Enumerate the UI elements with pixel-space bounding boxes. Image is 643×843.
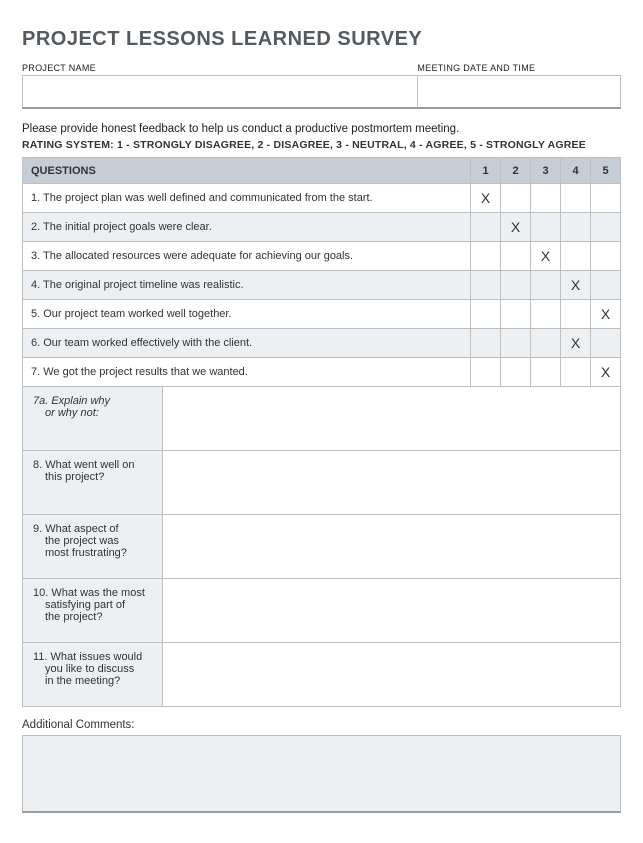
- question-text: 3. The allocated resources were adequate…: [23, 242, 471, 271]
- col-1: 1: [471, 158, 501, 184]
- rating-cell-1[interactable]: [471, 242, 501, 271]
- table-row: 3. The allocated resources were adequate…: [23, 242, 621, 271]
- rating-cell-4[interactable]: X: [561, 329, 591, 358]
- rating-mark: X: [601, 306, 610, 322]
- table-row: 6. Our team worked effectively with the …: [23, 329, 621, 358]
- open-question-input[interactable]: [169, 585, 614, 609]
- rating-cell-2[interactable]: [501, 242, 531, 271]
- col-4: 4: [561, 158, 591, 184]
- open-question-row: 8. What went well onthis project?: [23, 451, 621, 515]
- rating-cell-3[interactable]: X: [531, 242, 561, 271]
- additional-comments-box: [22, 735, 621, 813]
- rating-cell-1[interactable]: X: [471, 184, 501, 213]
- rating-system-text: RATING SYSTEM: 1 - STRONGLY DISAGREE, 2 …: [22, 139, 621, 151]
- rating-cell-3[interactable]: [531, 271, 561, 300]
- open-question-input[interactable]: [169, 457, 614, 481]
- question-text: 7. We got the project results that we wa…: [23, 358, 471, 387]
- rating-cell-4[interactable]: X: [561, 271, 591, 300]
- col-5: 5: [591, 158, 621, 184]
- col-3: 3: [531, 158, 561, 184]
- open-question-answer: [163, 515, 621, 579]
- open-question-row: 9. What aspect ofthe project wasmost fru…: [23, 515, 621, 579]
- rating-mark: X: [571, 277, 580, 293]
- meeting-datetime-input[interactable]: [417, 75, 621, 109]
- open-question-input[interactable]: [169, 393, 614, 417]
- col-2: 2: [501, 158, 531, 184]
- question-text: 4. The original project timeline was rea…: [23, 271, 471, 300]
- rating-cell-2[interactable]: [501, 184, 531, 213]
- open-questions-table: 7a. Explain whyor why not:8. What went w…: [22, 386, 621, 707]
- rating-cell-4[interactable]: [561, 184, 591, 213]
- open-question-input[interactable]: [169, 521, 614, 545]
- open-question-label: 11. What issues wouldyou like to discuss…: [23, 643, 163, 707]
- rating-cell-3[interactable]: [531, 329, 561, 358]
- rating-cell-1[interactable]: [471, 213, 501, 242]
- rating-cell-5[interactable]: X: [591, 358, 621, 387]
- meeting-datetime-label: MEETING DATE AND TIME: [417, 63, 621, 73]
- table-row: 1. The project plan was well defined and…: [23, 184, 621, 213]
- page-title: PROJECT LESSONS LEARNED SURVEY: [22, 28, 621, 51]
- rating-cell-3[interactable]: [531, 358, 561, 387]
- rating-cell-2[interactable]: [501, 358, 531, 387]
- open-question-label: 10. What was the mostsatisfying part oft…: [23, 579, 163, 643]
- rating-cell-5[interactable]: [591, 271, 621, 300]
- rating-cell-5[interactable]: [591, 329, 621, 358]
- rating-mark: X: [481, 190, 490, 206]
- table-row: 7. We got the project results that we wa…: [23, 358, 621, 387]
- open-question-answer: [163, 643, 621, 707]
- rating-cell-5[interactable]: [591, 213, 621, 242]
- open-question-row: 10. What was the mostsatisfying part oft…: [23, 579, 621, 643]
- rating-cell-4[interactable]: [561, 358, 591, 387]
- open-question-answer: [163, 579, 621, 643]
- open-question-row: 7a. Explain whyor why not:: [23, 387, 621, 451]
- project-name-input[interactable]: [22, 75, 417, 109]
- rating-cell-5[interactable]: [591, 242, 621, 271]
- rating-cell-4[interactable]: [561, 213, 591, 242]
- rating-cell-5[interactable]: [591, 184, 621, 213]
- open-question-label: 8. What went well onthis project?: [23, 451, 163, 515]
- open-question-input[interactable]: [169, 649, 614, 673]
- rating-mark: X: [601, 364, 610, 380]
- question-text: 6. Our team worked effectively with the …: [23, 329, 471, 358]
- questions-table: QUESTIONS 1 2 3 4 5 1. The project plan …: [22, 157, 621, 387]
- rating-cell-1[interactable]: [471, 271, 501, 300]
- open-question-answer: [163, 451, 621, 515]
- rating-cell-4[interactable]: [561, 242, 591, 271]
- additional-comments-input[interactable]: [29, 742, 614, 805]
- open-question-row: 11. What issues wouldyou like to discuss…: [23, 643, 621, 707]
- table-row: 5. Our project team worked well together…: [23, 300, 621, 329]
- open-question-label: 7a. Explain whyor why not:: [23, 387, 163, 451]
- question-text: 1. The project plan was well defined and…: [23, 184, 471, 213]
- rating-cell-3[interactable]: [531, 184, 561, 213]
- rating-cell-1[interactable]: [471, 358, 501, 387]
- rating-mark: X: [511, 219, 520, 235]
- rating-cell-1[interactable]: [471, 300, 501, 329]
- rating-cell-2[interactable]: [501, 271, 531, 300]
- rating-cell-3[interactable]: [531, 300, 561, 329]
- question-text: 5. Our project team worked well together…: [23, 300, 471, 329]
- rating-cell-2[interactable]: [501, 329, 531, 358]
- rating-mark: X: [571, 335, 580, 351]
- open-question-label: 9. What aspect ofthe project wasmost fru…: [23, 515, 163, 579]
- col-questions: QUESTIONS: [23, 158, 471, 184]
- question-text: 2. The initial project goals were clear.: [23, 213, 471, 242]
- rating-mark: X: [541, 248, 550, 264]
- project-name-label: PROJECT NAME: [22, 63, 417, 73]
- rating-cell-2[interactable]: X: [501, 213, 531, 242]
- rating-cell-2[interactable]: [501, 300, 531, 329]
- instructions-text: Please provide honest feedback to help u…: [22, 123, 621, 135]
- additional-comments-label: Additional Comments:: [22, 719, 621, 731]
- rating-cell-1[interactable]: [471, 329, 501, 358]
- rating-cell-5[interactable]: X: [591, 300, 621, 329]
- meta-row: PROJECT NAME MEETING DATE AND TIME: [22, 63, 621, 109]
- table-row: 2. The initial project goals were clear.…: [23, 213, 621, 242]
- open-question-answer: [163, 387, 621, 451]
- table-row: 4. The original project timeline was rea…: [23, 271, 621, 300]
- rating-cell-3[interactable]: [531, 213, 561, 242]
- rating-cell-4[interactable]: [561, 300, 591, 329]
